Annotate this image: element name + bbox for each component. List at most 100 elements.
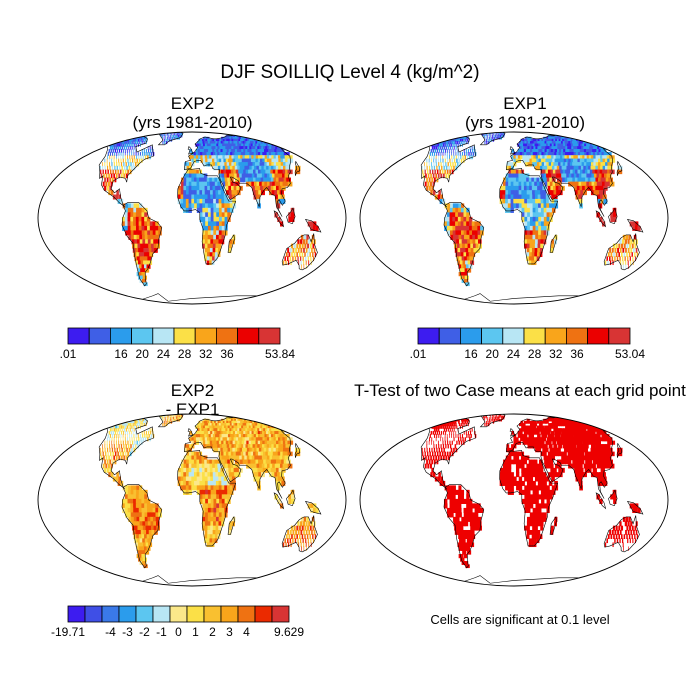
map-cell bbox=[279, 463, 285, 469]
map-cell bbox=[543, 216, 548, 222]
map-cell bbox=[238, 133, 244, 136]
map-cell bbox=[450, 425, 452, 429]
map-cell bbox=[134, 239, 139, 245]
map-cell bbox=[522, 423, 526, 427]
map-cell bbox=[537, 247, 541, 253]
map-cell bbox=[502, 194, 506, 200]
map-cell bbox=[455, 230, 460, 236]
map-cell bbox=[427, 423, 431, 427]
map-cell bbox=[426, 165, 428, 171]
map-cell bbox=[209, 423, 214, 427]
map-cell bbox=[217, 181, 222, 187]
map-cell bbox=[195, 434, 199, 438]
map-cell bbox=[541, 177, 546, 183]
map-cell bbox=[469, 437, 471, 442]
map-cell bbox=[213, 516, 217, 522]
coastline-japan bbox=[294, 160, 301, 176]
map-cell bbox=[121, 447, 123, 453]
map-cell bbox=[439, 136, 443, 140]
map-cell bbox=[147, 149, 150, 153]
map-cell bbox=[236, 415, 242, 418]
map-cell bbox=[109, 444, 111, 449]
map-cell bbox=[295, 165, 301, 171]
map-cell bbox=[210, 425, 215, 429]
map-cell bbox=[607, 260, 609, 266]
map-cell bbox=[144, 538, 149, 544]
map-cell bbox=[444, 423, 447, 427]
map-cell bbox=[604, 173, 609, 179]
map-cell bbox=[166, 141, 168, 145]
map-cell bbox=[135, 423, 137, 427]
coastline-borneo bbox=[286, 489, 296, 507]
map-cell bbox=[496, 133, 498, 136]
map-cell bbox=[463, 264, 468, 269]
map-cell bbox=[462, 275, 467, 280]
map-cell bbox=[108, 455, 110, 461]
map-cell bbox=[501, 417, 503, 420]
map-cell bbox=[203, 146, 207, 150]
map-cell bbox=[283, 420, 291, 424]
map-cell bbox=[180, 203, 184, 209]
map-cell bbox=[534, 190, 539, 196]
map-cell bbox=[144, 434, 146, 438]
map-cell bbox=[160, 417, 162, 420]
map-cell bbox=[461, 152, 464, 156]
map-cell bbox=[108, 431, 111, 435]
map-cell bbox=[131, 516, 135, 522]
map-cell bbox=[260, 169, 265, 175]
map-cell bbox=[258, 177, 263, 183]
map-cell bbox=[171, 132, 173, 135]
map-cell bbox=[611, 247, 614, 253]
map-cell bbox=[470, 152, 472, 156]
map-cell bbox=[623, 252, 626, 257]
map-cell bbox=[482, 417, 484, 420]
map-cell bbox=[138, 507, 143, 513]
map-cell bbox=[462, 243, 467, 249]
map-cell bbox=[117, 198, 121, 204]
map-cell bbox=[114, 169, 117, 175]
map-cell bbox=[587, 136, 594, 140]
map-cell bbox=[217, 177, 221, 183]
map-cell bbox=[275, 476, 280, 482]
map-cell bbox=[532, 149, 536, 153]
map-cell bbox=[288, 252, 291, 257]
map-cell bbox=[246, 165, 252, 171]
map-cell bbox=[117, 146, 120, 150]
map-cell bbox=[438, 434, 440, 438]
map-cell bbox=[232, 434, 237, 438]
map-cell bbox=[539, 420, 544, 424]
map-cell bbox=[268, 472, 274, 478]
map-cell bbox=[518, 207, 523, 213]
map-cell bbox=[239, 158, 244, 163]
map-cell bbox=[207, 234, 211, 240]
map-cell bbox=[464, 243, 469, 249]
map-cell bbox=[203, 455, 208, 461]
map-cell bbox=[545, 152, 550, 156]
map-cell bbox=[541, 162, 546, 167]
map-cell bbox=[496, 135, 498, 138]
map-cell bbox=[202, 516, 206, 522]
map-cell bbox=[102, 463, 105, 469]
map-cell bbox=[440, 423, 443, 427]
map-cell bbox=[469, 234, 474, 240]
map-cell bbox=[530, 138, 535, 142]
map-cell bbox=[191, 485, 195, 491]
map-cell bbox=[549, 212, 553, 218]
map-cell bbox=[286, 177, 292, 183]
map-cell bbox=[242, 459, 247, 465]
map-cell bbox=[112, 136, 117, 140]
map-cell bbox=[183, 489, 187, 495]
map-cell bbox=[447, 428, 449, 432]
map-cell bbox=[196, 480, 201, 486]
map-cell bbox=[516, 194, 520, 200]
map-cell bbox=[218, 507, 223, 513]
map-cell bbox=[124, 507, 129, 513]
map-cell bbox=[148, 152, 150, 156]
map-cell bbox=[289, 423, 298, 427]
map-cell bbox=[205, 485, 209, 491]
map-cell bbox=[541, 146, 546, 150]
map-cell bbox=[631, 243, 634, 249]
map-cell bbox=[556, 158, 562, 163]
map-cell bbox=[437, 425, 440, 429]
map-cell bbox=[210, 152, 215, 156]
